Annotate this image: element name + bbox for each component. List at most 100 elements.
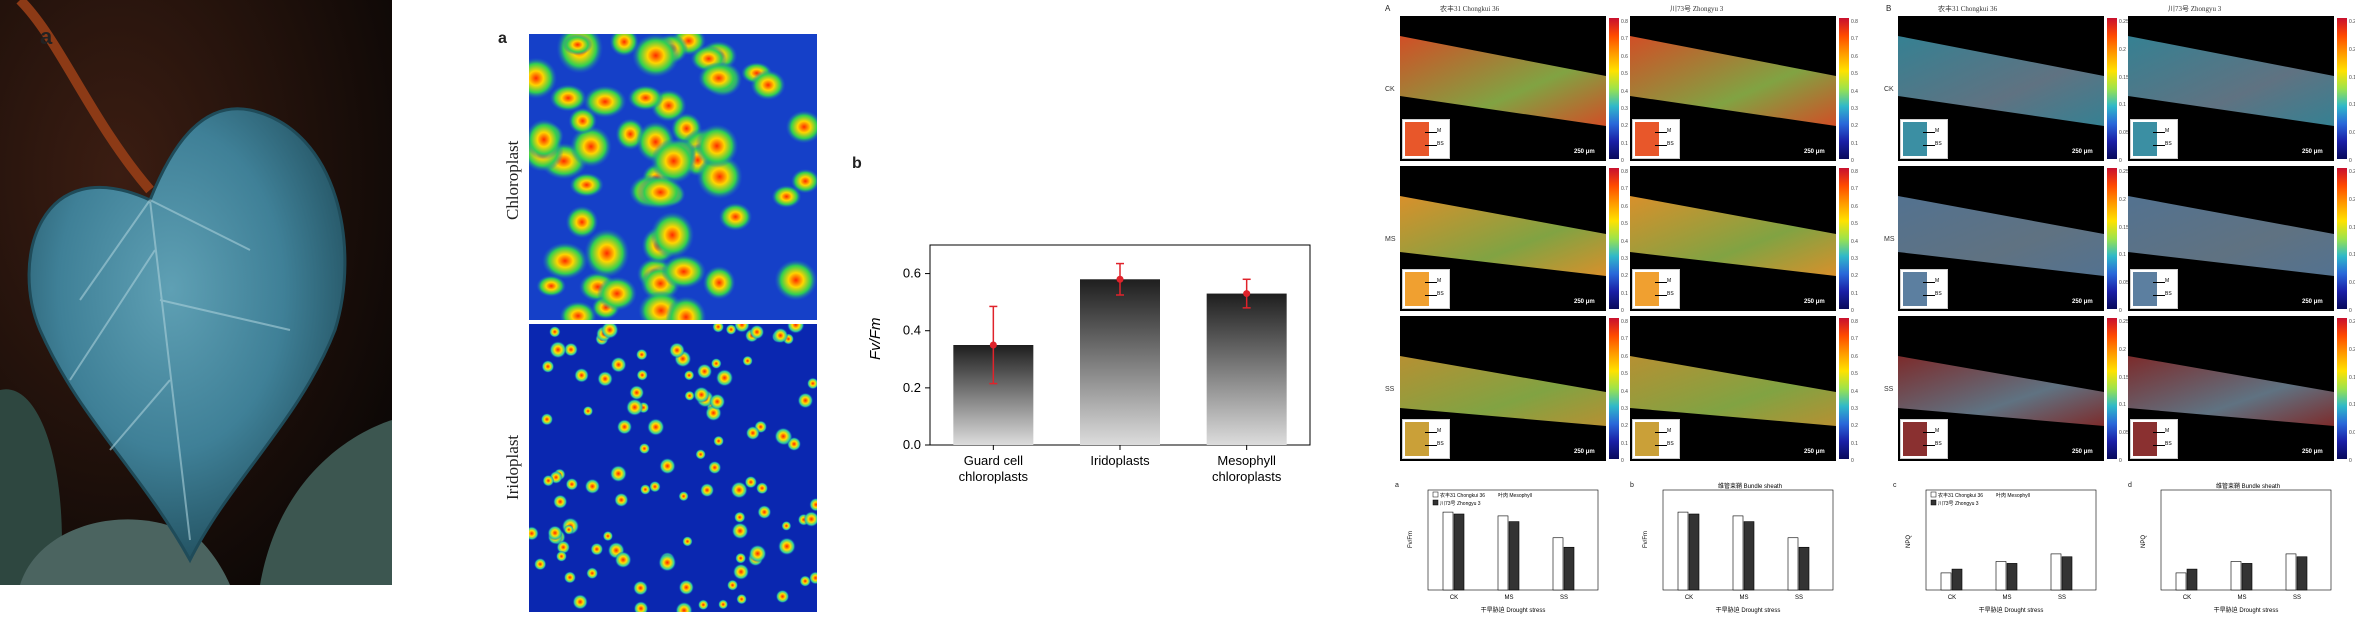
- chloroplast-blob: [570, 125, 612, 168]
- colorbar-ticks: 0.25 0.2 0.15 0.1 0.05 0: [2119, 18, 2129, 185]
- chloroplast-blob: [750, 69, 786, 101]
- colorbar-ticks: 0.25 0.2 0.15 0.1 0.05 0: [2349, 168, 2355, 335]
- iridoplast-blob: [565, 477, 579, 491]
- panel-label-A: A: [1385, 4, 1391, 13]
- colorbar-tick-label: 0.1: [2349, 252, 2355, 259]
- iridoplast-blob: [563, 524, 574, 535]
- iridoplast-blob: [529, 526, 539, 541]
- iridoplast-blob: [774, 427, 793, 446]
- colorbar-tick-label: 0.5: [1851, 221, 1858, 228]
- small-bar: [1453, 513, 1465, 591]
- row-label: MS: [1884, 236, 1895, 243]
- iridoplast-blob: [730, 481, 748, 499]
- iridoplast-image: [529, 324, 817, 612]
- colorbar-tick-label: 0.2: [1621, 273, 1628, 280]
- colorbar-tick-label: 0.05: [2349, 430, 2355, 437]
- iridoplast-blob: [659, 457, 676, 475]
- chloroplast-blob: [559, 301, 597, 320]
- colorbar-tick-label: 0.7: [1621, 36, 1628, 43]
- small-legend-extra: 叶肉 Mesophyll: [1498, 492, 1532, 499]
- colorbar-tick-label: 0.4: [1851, 388, 1858, 395]
- small-x-tick-label: MS: [2003, 595, 2012, 601]
- inset-label-m: M: [1667, 278, 1672, 284]
- colorbar-tick-label: 0.1: [2349, 402, 2355, 409]
- colorbar-tick-label: 0: [2119, 157, 2122, 164]
- colorbar-tick-label: 0.1: [1621, 290, 1628, 297]
- iridoplast-blob: [555, 550, 568, 562]
- chloroplast-blob: [568, 107, 597, 135]
- iridoplast-blob: [669, 342, 685, 359]
- scale-bar-label: 250 μm: [2072, 449, 2093, 455]
- colorbar-ticks: 0.25 0.2 0.15 0.1 0.05 0: [2119, 318, 2129, 485]
- iridoplast-blob: [809, 497, 817, 512]
- iridoplast-blob: [549, 341, 567, 359]
- chloroplast-blob: [596, 276, 637, 311]
- iridoplast-blob: [756, 482, 769, 495]
- inset-legend: M BS: [1402, 119, 1450, 159]
- small-x-label: 干旱胁迫 Drought stress: [2214, 606, 2279, 614]
- y-axis-label: Fv/Fm: [867, 318, 884, 361]
- colorbar-tick-label: 0.1: [2119, 252, 2126, 259]
- iridoplast-blob: [683, 370, 695, 381]
- colorbar-tick-label: 0.25: [2119, 319, 2129, 325]
- colorbar-tick-label: 0.1: [2349, 102, 2355, 109]
- mean-point: [989, 341, 997, 349]
- small-x-label: 干旱胁迫 Drought stress: [1481, 606, 1546, 614]
- inset-label-m: M: [1437, 278, 1442, 284]
- iridoplast-blob: [803, 511, 817, 527]
- colorbar-tick-label: 0.7: [1621, 186, 1628, 193]
- small-bar-chart: NPQ 维管束鞘 Bundle sheath CK MS SS 干旱胁迫 Drought …: [2141, 482, 2332, 614]
- colorbar-tick-label: 0.5: [1851, 71, 1858, 78]
- iridoplast-blob: [734, 324, 750, 333]
- colorbar-tick-label: 0.05: [2349, 280, 2355, 287]
- scale-bar-label: 250 μm: [2302, 299, 2323, 305]
- colorbar-tick-label: 0.2: [1851, 423, 1858, 430]
- inset-legend: M BS: [2130, 419, 2178, 459]
- inset-legend: M BS: [1900, 119, 1948, 159]
- chloroplast-blob: [549, 84, 587, 112]
- colorbar-tick-label: 0.6: [1621, 203, 1628, 210]
- colorbar-ticks: 0.8 0.7 0.6 0.5 0.4 0.3 0.2 0.1 0: [1851, 318, 1858, 474]
- scale-bar-label: 250 μm: [2302, 449, 2323, 455]
- small-bar: [2241, 563, 2253, 591]
- colorbar: [2337, 318, 2347, 459]
- iridoplast-blob: [708, 460, 722, 475]
- inset-legend: M BS: [1402, 269, 1450, 309]
- colorbar-tick-label: 0.4: [1851, 238, 1858, 245]
- scale-bar-label: 250 μm: [1574, 299, 1595, 305]
- small-bar: [1940, 572, 1952, 591]
- small-bar-chart: Fv/Fm CK MS SS 干旱胁迫 Drought stress 农丰31 Chong…: [1408, 489, 1599, 614]
- inset-label-m: M: [1935, 128, 1940, 134]
- iridoplast-blob: [734, 511, 746, 523]
- colorbar-tick-label: 0: [2119, 307, 2122, 314]
- iridoplast-blob: [695, 449, 706, 460]
- iridoplast-blob: [572, 594, 588, 610]
- iridoplast-blob: [639, 484, 651, 495]
- iridoplast-blob: [633, 580, 648, 596]
- iridoplast-blob: [809, 571, 817, 585]
- iridoplast-blob: [547, 525, 563, 541]
- colorbar-tick-label: 0.6: [1851, 203, 1858, 210]
- colorbar: [2337, 168, 2347, 309]
- colorbar-tick-label: 0.3: [1851, 255, 1858, 262]
- iridoplast-blob: [726, 579, 739, 591]
- y-tick-label: 0.0: [903, 437, 921, 452]
- inset-label-bs: BS: [1935, 441, 1942, 447]
- colorbar-tick-label: 0.6: [1621, 353, 1628, 360]
- inset-label-bs: BS: [1437, 441, 1444, 447]
- chloroplast-blob: [536, 275, 567, 297]
- colorbar-tick-label: 0.15: [2119, 74, 2129, 81]
- small-x-tick-label: CK: [1450, 595, 1458, 601]
- fluorescence-image: [2128, 316, 2334, 461]
- inset-legend: M BS: [1632, 119, 1680, 159]
- panel-label-B: B: [1886, 4, 1892, 13]
- colorbar-tick-label: 0.2: [1851, 273, 1858, 280]
- colorbar-tick-label: 0.8: [1851, 169, 1858, 175]
- inset-label-m: M: [1437, 428, 1442, 434]
- small-legend-swatch: [1930, 491, 1937, 498]
- column-title: 川73号 Zhongyu 3: [2168, 5, 2222, 13]
- iridoplast-blob: [549, 326, 561, 338]
- inset-label-bs: BS: [1935, 291, 1942, 297]
- iridoplast-blob: [775, 589, 790, 604]
- colorbar-ticks: 0.25 0.2 0.15 0.1 0.05 0: [2119, 168, 2129, 335]
